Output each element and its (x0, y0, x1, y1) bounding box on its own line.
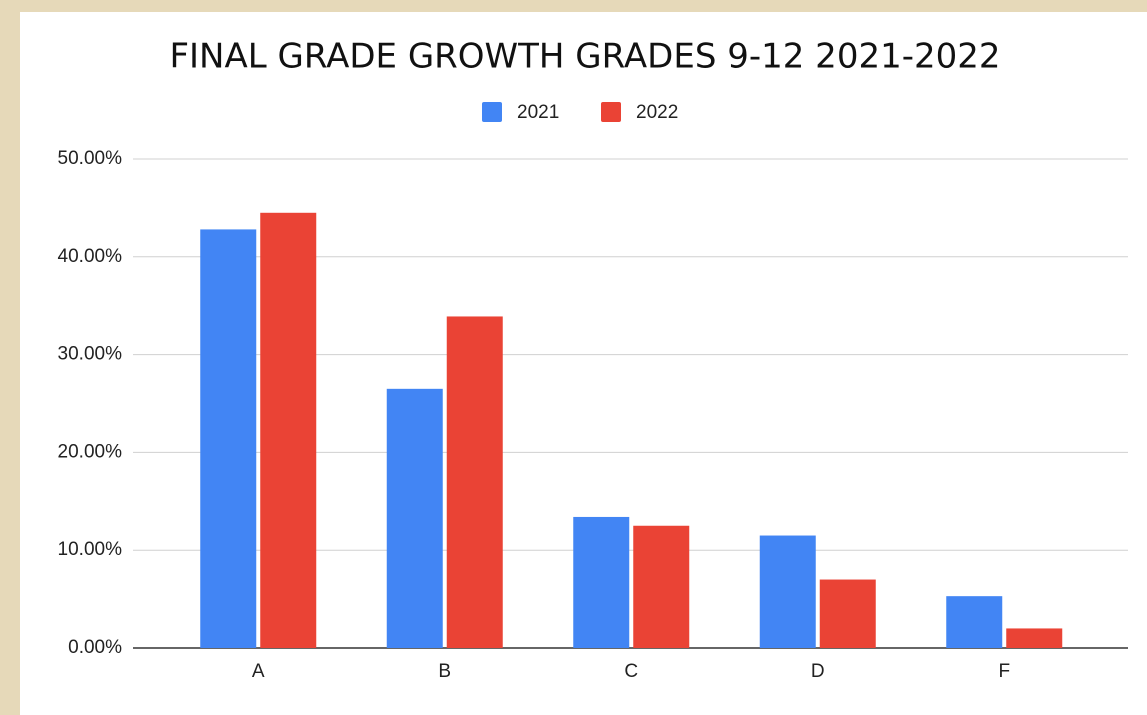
chart-title: FINAL GRADE GROWTH GRADES 9-12 2021-2022 (169, 37, 1000, 77)
x-tick-label: F (998, 661, 1010, 682)
legend-swatch (601, 102, 621, 122)
bar (819, 579, 876, 648)
x-tick-label: B (438, 661, 451, 682)
legend-swatch (482, 102, 502, 122)
bar (200, 229, 257, 648)
bar (446, 316, 503, 648)
legend-label: 2022 (636, 102, 678, 123)
bar (633, 525, 690, 648)
bar (573, 516, 630, 648)
y-tick-label: 20.00% (58, 441, 123, 462)
bar (946, 596, 1003, 648)
y-tick-label: 40.00% (58, 246, 123, 267)
bar (759, 535, 816, 648)
x-tick-label: D (811, 661, 825, 682)
legend-label: 2021 (517, 102, 559, 123)
bar (260, 212, 317, 649)
y-tick-label: 50.00% (58, 148, 123, 169)
bar (1006, 628, 1063, 648)
bar (386, 388, 443, 648)
x-tick-label: A (252, 661, 265, 682)
x-tick-label: C (624, 661, 638, 682)
y-tick-label: 30.00% (58, 344, 123, 365)
y-tick-label: 10.00% (58, 539, 123, 560)
y-tick-label: 0.00% (68, 637, 122, 658)
